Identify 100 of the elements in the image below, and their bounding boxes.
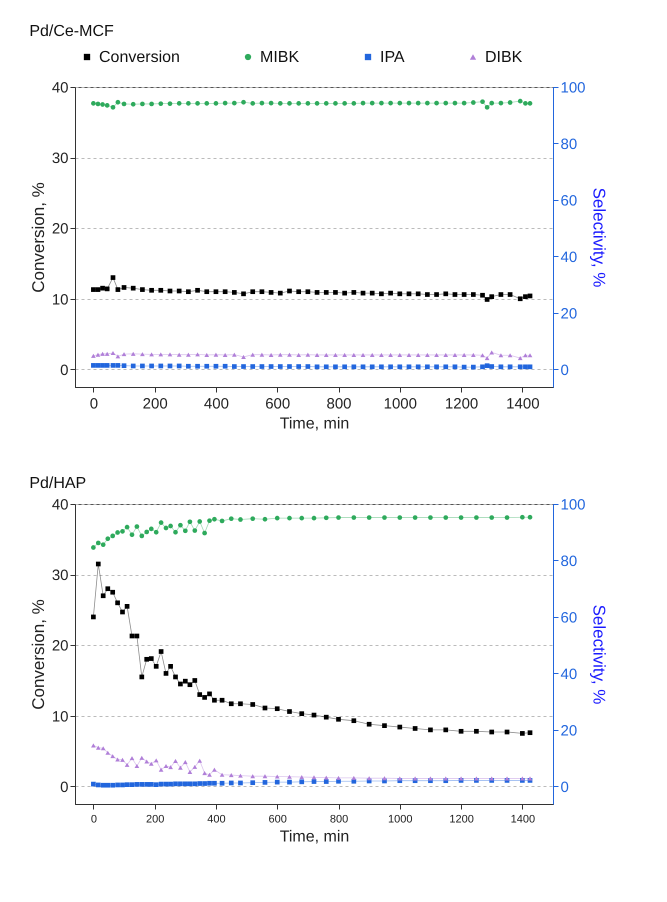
x-tick-label: 0 <box>90 814 97 826</box>
point <box>195 101 200 106</box>
point <box>523 294 528 299</box>
point <box>388 364 393 370</box>
point <box>287 516 292 520</box>
point <box>351 352 356 357</box>
point <box>250 364 256 369</box>
point <box>523 364 528 370</box>
point <box>278 101 283 106</box>
point <box>158 288 164 293</box>
point <box>238 780 243 786</box>
legend-label: Conversion <box>99 49 180 66</box>
point <box>504 776 510 780</box>
x-tick-label: 1200 <box>449 814 474 826</box>
point <box>182 781 188 786</box>
point <box>518 296 523 302</box>
point <box>523 101 528 106</box>
point <box>312 779 316 784</box>
chart-title: Pd/HAP <box>29 475 86 492</box>
point <box>207 692 212 696</box>
point <box>100 352 105 356</box>
x-tick-label: 400 <box>204 396 229 412</box>
point <box>115 530 120 535</box>
point <box>296 101 302 106</box>
point <box>96 540 101 546</box>
point <box>397 724 402 730</box>
point <box>333 290 338 295</box>
point <box>238 701 243 706</box>
point <box>351 718 356 724</box>
point <box>140 364 145 368</box>
point <box>241 364 246 369</box>
point <box>397 100 402 106</box>
point <box>262 780 268 785</box>
point <box>370 100 375 106</box>
point <box>232 352 237 357</box>
point <box>134 764 140 768</box>
point <box>144 530 150 534</box>
point <box>104 286 110 292</box>
y-tick-label: 30 <box>52 150 68 168</box>
point <box>250 352 256 357</box>
point <box>366 515 372 520</box>
point <box>104 363 110 368</box>
x-tick-label: 400 <box>207 814 226 826</box>
point <box>498 292 504 297</box>
point <box>508 364 512 370</box>
point <box>250 702 256 707</box>
point <box>250 774 256 778</box>
point <box>484 297 490 302</box>
point <box>416 352 421 357</box>
point <box>528 364 532 370</box>
point <box>122 102 126 106</box>
point <box>508 292 512 297</box>
point <box>428 515 433 520</box>
y2-tick-label: 100 <box>560 496 586 514</box>
point <box>182 760 188 764</box>
point <box>306 289 310 294</box>
point <box>299 711 304 716</box>
point <box>164 782 168 786</box>
point <box>158 101 164 106</box>
point <box>425 292 430 297</box>
x-tick-label: 1400 <box>510 814 536 826</box>
point <box>278 364 283 369</box>
point <box>528 730 532 736</box>
point <box>228 773 234 778</box>
point <box>105 536 110 542</box>
point <box>250 289 256 294</box>
point <box>197 519 202 524</box>
point <box>105 750 110 755</box>
point <box>360 100 366 106</box>
point <box>324 290 329 295</box>
point <box>204 101 210 106</box>
point <box>173 758 178 763</box>
point <box>140 287 145 292</box>
point <box>176 288 182 294</box>
point <box>222 289 228 294</box>
point <box>528 353 532 358</box>
point <box>105 782 110 788</box>
point <box>96 782 101 788</box>
y-tick-label: 30 <box>52 567 68 584</box>
point <box>443 291 448 296</box>
point <box>296 364 302 369</box>
point <box>287 364 292 369</box>
point <box>186 289 191 294</box>
point <box>312 516 316 520</box>
point <box>122 352 126 356</box>
point <box>314 352 320 357</box>
point <box>342 101 347 106</box>
y-tick-label: 20 <box>52 638 68 655</box>
point <box>115 600 120 606</box>
point <box>314 290 320 295</box>
point <box>388 100 393 106</box>
point <box>120 610 125 614</box>
point <box>91 782 96 786</box>
point <box>104 103 110 108</box>
point <box>96 746 101 750</box>
point <box>508 100 512 105</box>
point <box>149 352 154 356</box>
point <box>110 104 116 110</box>
point <box>262 706 268 710</box>
point <box>104 352 110 356</box>
